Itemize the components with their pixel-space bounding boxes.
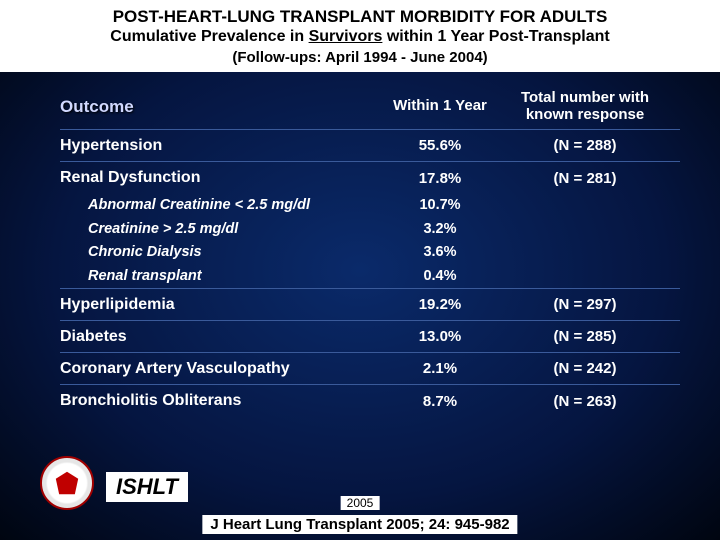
table-row: Coronary Artery Vasculopathy2.1%(N = 242… (60, 353, 680, 385)
sub-pct: 3.2% (380, 218, 500, 242)
table-row: Hyperlipidemia19.2%(N = 297) (60, 289, 680, 321)
title-line-1: POST-HEART-LUNG TRANSPLANT MORBIDITY FOR… (20, 6, 700, 27)
table-row: Renal Dysfunction17.8%(N = 281) (60, 162, 680, 194)
ishlt-logo-icon (40, 456, 94, 510)
table-subrow: Chronic Dialysis3.6% (60, 241, 680, 265)
table-subrow: Creatinine > 2.5 mg/dl3.2% (60, 218, 680, 242)
outcome-label: Coronary Artery Vasculopathy (60, 354, 380, 384)
outcome-label: Hyperlipidemia (60, 290, 380, 320)
n-value: (N = 288) (500, 137, 670, 154)
col-within-1-year: Within 1 Year (380, 94, 500, 121)
sub-pct: 3.6% (380, 241, 500, 265)
n-value: (N = 285) (500, 328, 670, 345)
pct-value: 2.1% (380, 360, 500, 377)
table-subrow: Renal transplant0.4% (60, 265, 680, 290)
n-value: (N = 281) (500, 170, 670, 187)
pct-value: 19.2% (380, 296, 500, 313)
sub-label: Renal transplant (60, 265, 380, 289)
sub-pct: 0.4% (380, 265, 500, 289)
n-value: (N = 242) (500, 360, 670, 377)
table-row: Hypertension55.6%(N = 288) (60, 130, 680, 162)
outcome-label: Diabetes (60, 322, 380, 352)
slide-header: POST-HEART-LUNG TRANSPLANT MORBIDITY FOR… (0, 0, 720, 72)
table-header-row: Outcome Within 1 Year Total number with … (60, 86, 680, 130)
col-outcome: Outcome (60, 93, 380, 123)
n-value: (N = 263) (500, 393, 670, 410)
outcome-label: Bronchiolitis Obliterans (60, 386, 380, 416)
slide-footer: ISHLT 2005 J Heart Lung Transplant 2005;… (0, 464, 720, 540)
data-table: Outcome Within 1 Year Total number with … (0, 72, 720, 417)
pct-value: 17.8% (380, 170, 500, 187)
table-row: Diabetes13.0%(N = 285) (60, 321, 680, 353)
col-total-known: Total number with known response (500, 86, 670, 129)
outcome-label: Hypertension (60, 131, 380, 161)
n-value: (N = 297) (500, 296, 670, 313)
sub-label: Chronic Dialysis (60, 241, 380, 265)
sub-label: Abnormal Creatinine < 2.5 mg/dl (60, 194, 380, 218)
pct-value: 13.0% (380, 328, 500, 345)
citation: J Heart Lung Transplant 2005; 24: 945-98… (202, 515, 517, 534)
year-label: 2005 (341, 496, 380, 510)
table-row: Bronchiolitis Obliterans8.7%(N = 263) (60, 385, 680, 417)
society-label: ISHLT (106, 472, 188, 502)
sub-label: Creatinine > 2.5 mg/dl (60, 218, 380, 242)
outcome-label: Renal Dysfunction (60, 163, 380, 193)
sub-pct: 10.7% (380, 194, 500, 218)
pct-value: 8.7% (380, 393, 500, 410)
title-line-2: Cumulative Prevalence in Survivors withi… (20, 27, 700, 47)
pct-value: 55.6% (380, 137, 500, 154)
title-line-3: (Follow-ups: April 1994 - June 2004) (20, 49, 700, 68)
table-subrow: Abnormal Creatinine < 2.5 mg/dl10.7% (60, 194, 680, 218)
